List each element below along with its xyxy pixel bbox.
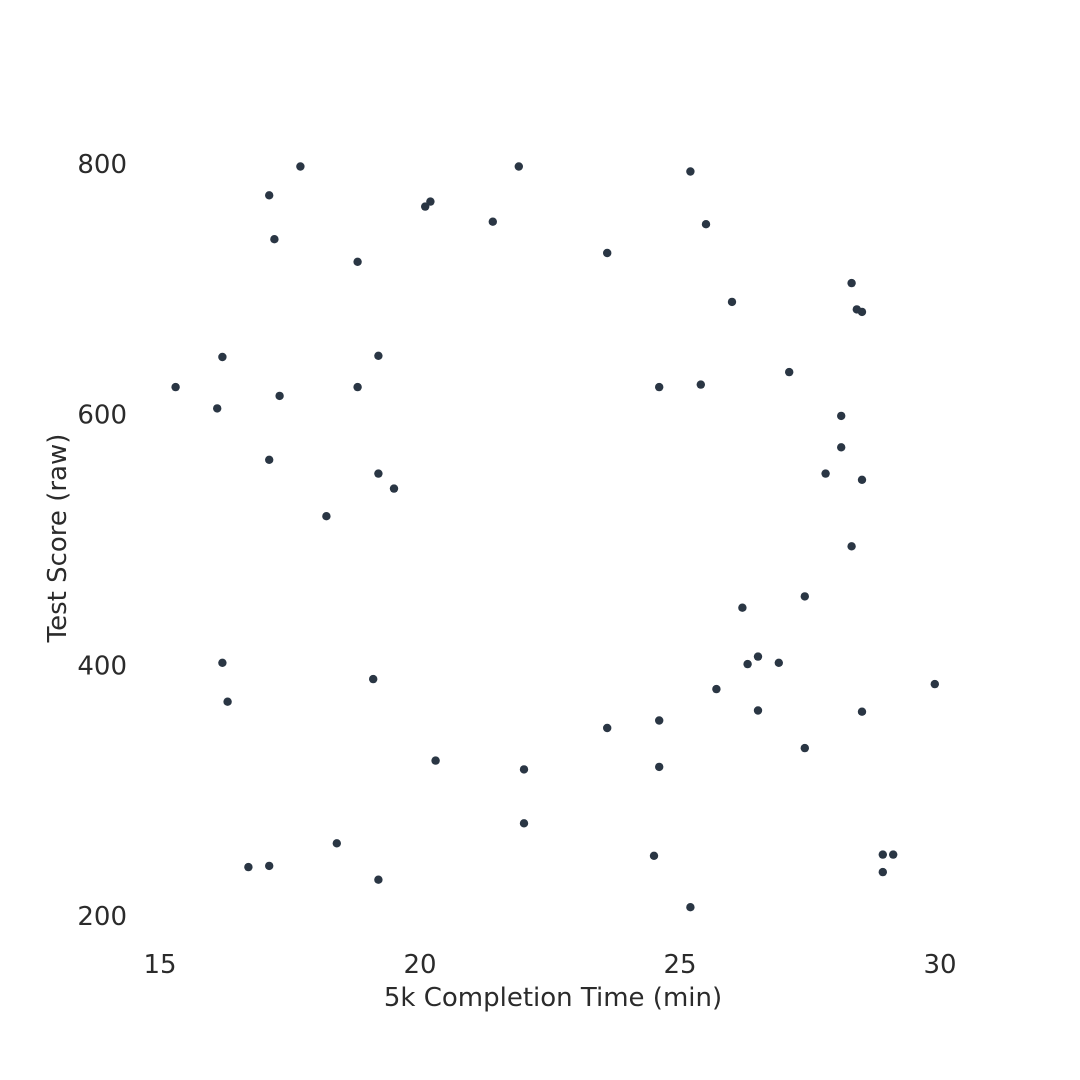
data-point bbox=[712, 684, 721, 694]
data-point bbox=[296, 162, 305, 171]
data-point bbox=[686, 903, 695, 912]
data-point bbox=[837, 411, 846, 421]
data-point bbox=[837, 443, 846, 452]
x-tick-label: 25 bbox=[663, 950, 696, 980]
data-point bbox=[421, 202, 430, 211]
data-point bbox=[785, 367, 794, 377]
data-point bbox=[655, 762, 664, 772]
data-point bbox=[218, 352, 227, 362]
data-point bbox=[701, 220, 711, 229]
data-point bbox=[753, 652, 763, 661]
data-point bbox=[857, 707, 867, 716]
data-point bbox=[171, 382, 180, 392]
x-axis-label: 5k Completion Time (min) bbox=[384, 983, 722, 1013]
data-point bbox=[265, 191, 274, 200]
data-point bbox=[696, 380, 705, 389]
data-point bbox=[847, 278, 856, 288]
data-point bbox=[847, 542, 856, 551]
data-point bbox=[878, 850, 887, 859]
data-point bbox=[213, 404, 222, 413]
data-point bbox=[265, 861, 274, 871]
data-point bbox=[930, 679, 939, 689]
data-point bbox=[655, 716, 664, 725]
data-point bbox=[603, 248, 612, 258]
y-axis-ticks: 200 400 600 800 bbox=[77, 150, 127, 932]
data-point bbox=[743, 659, 752, 669]
data-point bbox=[353, 382, 362, 392]
y-tick-label: 200 bbox=[77, 902, 127, 932]
data-point bbox=[821, 469, 830, 478]
data-point bbox=[655, 382, 664, 392]
y-tick-label: 400 bbox=[77, 651, 127, 681]
data-point bbox=[514, 162, 523, 171]
x-axis-ticks: 15 20 25 30 bbox=[143, 950, 956, 980]
y-tick-label: 600 bbox=[77, 401, 127, 431]
data-point bbox=[800, 743, 809, 753]
data-point bbox=[488, 217, 497, 226]
data-point bbox=[218, 658, 227, 667]
data-point bbox=[649, 851, 659, 860]
x-tick-label: 20 bbox=[403, 950, 436, 980]
data-point bbox=[738, 603, 747, 612]
x-tick-label: 30 bbox=[923, 950, 956, 980]
data-point bbox=[727, 297, 737, 307]
data-point bbox=[244, 862, 253, 872]
y-axis-label: Test Score (raw) bbox=[43, 434, 73, 644]
data-point bbox=[800, 592, 809, 601]
data-point bbox=[369, 674, 378, 684]
data-point bbox=[431, 756, 440, 765]
data-point bbox=[889, 850, 898, 859]
data-point bbox=[774, 658, 783, 667]
data-point bbox=[389, 484, 399, 493]
data-points bbox=[171, 162, 939, 912]
data-point bbox=[878, 867, 887, 877]
x-tick-label: 15 bbox=[143, 950, 176, 980]
data-point bbox=[374, 875, 383, 884]
data-point bbox=[519, 765, 529, 774]
data-point bbox=[322, 512, 331, 521]
data-point bbox=[857, 307, 867, 317]
data-point bbox=[426, 197, 435, 206]
y-tick-label: 800 bbox=[77, 150, 127, 180]
data-point bbox=[753, 706, 763, 715]
data-point bbox=[223, 697, 232, 706]
data-point bbox=[332, 839, 341, 848]
data-point bbox=[519, 819, 529, 828]
data-point bbox=[275, 391, 284, 401]
data-point bbox=[857, 475, 867, 484]
data-point bbox=[686, 167, 695, 176]
data-point bbox=[353, 257, 362, 266]
data-point bbox=[270, 235, 279, 244]
data-point bbox=[603, 723, 612, 733]
data-point bbox=[374, 469, 383, 478]
data-point bbox=[374, 351, 383, 360]
data-point bbox=[265, 455, 274, 464]
